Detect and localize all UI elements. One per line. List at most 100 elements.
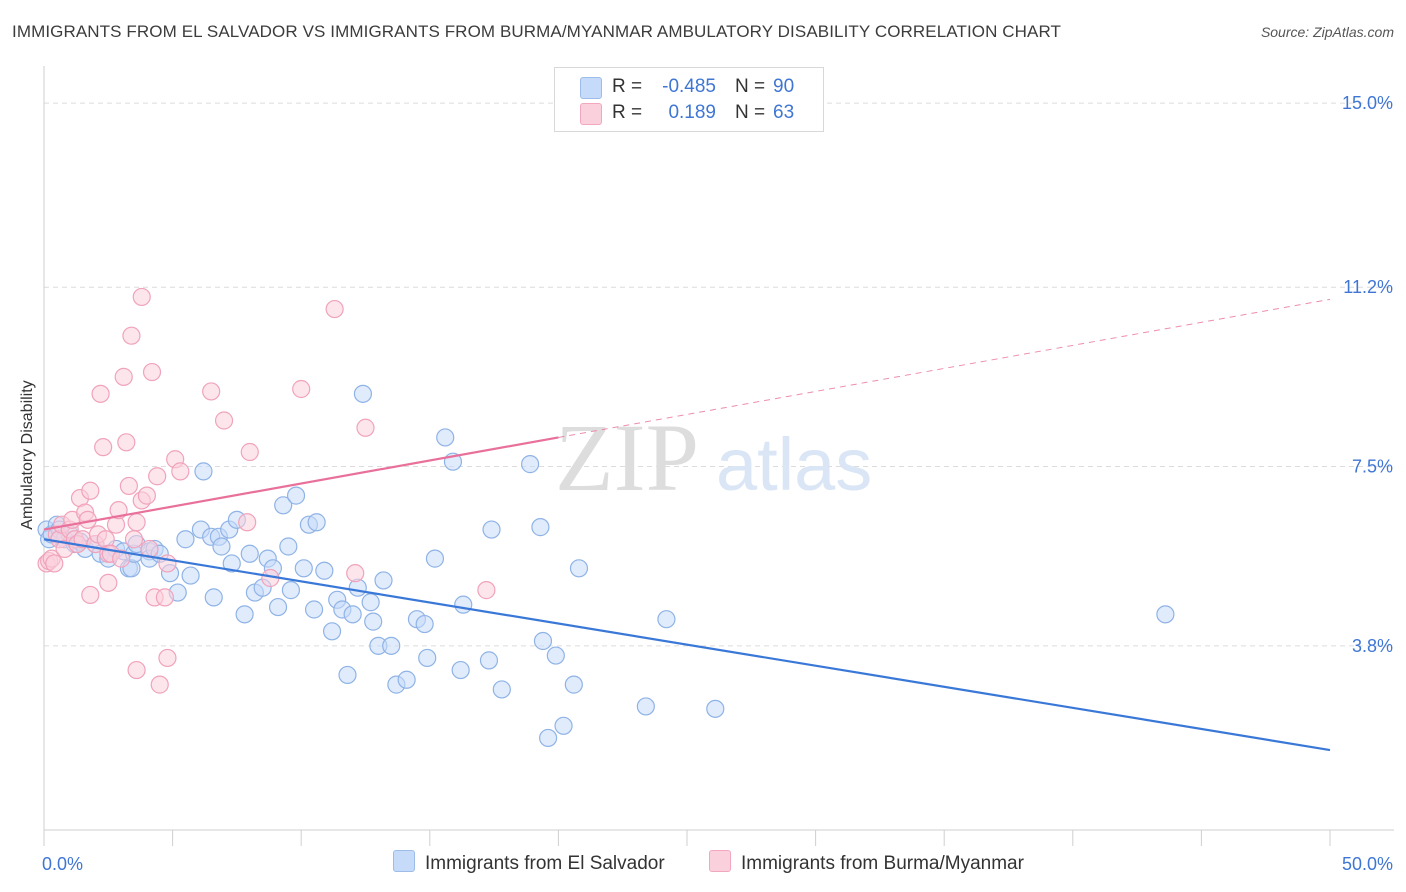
data-point-el-salvador bbox=[322, 622, 342, 641]
data-point-burma bbox=[124, 530, 144, 549]
data-point-burma bbox=[81, 481, 100, 500]
correlation-legend: R = -0.485 N = 90 R = 0.189 N = 63 bbox=[554, 67, 824, 132]
axes bbox=[43, 66, 1394, 846]
trend-line-burma bbox=[43, 436, 559, 531]
data-point-el-salvador bbox=[374, 571, 393, 590]
y-tick-label: 15.0% bbox=[1342, 93, 1393, 113]
data-point-burma bbox=[346, 564, 365, 583]
r-value: 0.189 bbox=[668, 102, 716, 123]
data-point-burma bbox=[155, 588, 174, 607]
data-point-burma bbox=[171, 462, 190, 481]
data-point-burma bbox=[94, 438, 113, 457]
n-label: N = bbox=[735, 76, 766, 97]
data-point-el-salvador bbox=[533, 631, 553, 651]
n-value: 63 bbox=[773, 102, 795, 123]
data-point-el-salvador bbox=[176, 530, 195, 549]
data-point-burma bbox=[119, 476, 138, 496]
data-point-burma bbox=[122, 326, 141, 345]
data-point-el-salvador bbox=[451, 660, 470, 680]
data-point-el-salvador bbox=[531, 518, 550, 537]
n-value: 90 bbox=[773, 76, 795, 97]
trend-line-burma-extension bbox=[558, 298, 1331, 438]
data-point-el-salvador bbox=[294, 559, 313, 578]
data-point-burma bbox=[112, 549, 131, 568]
data-point-el-salvador bbox=[181, 566, 200, 585]
data-point-el-salvador bbox=[554, 716, 573, 735]
data-point-el-salvador bbox=[569, 559, 589, 578]
series-label-el-salvador: Immigrants from El Salvador bbox=[425, 853, 665, 874]
data-point-burma bbox=[325, 299, 344, 319]
data-point-el-salvador bbox=[281, 581, 301, 600]
r-value: -0.485 bbox=[662, 76, 716, 97]
data-point-burma bbox=[148, 467, 167, 486]
data-point-el-salvador bbox=[436, 428, 455, 447]
data-points bbox=[37, 287, 1175, 748]
data-point-burma bbox=[99, 573, 118, 592]
data-point-burma bbox=[356, 418, 375, 437]
data-point-burma bbox=[158, 648, 177, 668]
legend-swatch-el-salvador bbox=[580, 77, 602, 99]
x-tick-label: 50.0% bbox=[1342, 854, 1393, 874]
data-point-el-salvador bbox=[418, 648, 437, 668]
legend-row-burma: R = 0.189 N = 63 bbox=[555, 100, 823, 128]
data-point-el-salvador bbox=[338, 665, 357, 685]
y-tick-label: 11.2% bbox=[1343, 277, 1393, 297]
data-point-burma bbox=[214, 411, 234, 430]
data-point-el-salvador bbox=[204, 588, 223, 607]
series-swatch-el-salvador bbox=[393, 850, 415, 872]
y-tick-label: 3.8% bbox=[1352, 636, 1393, 656]
data-point-burma bbox=[81, 585, 100, 605]
data-point-el-salvador bbox=[268, 597, 288, 617]
series-swatch-burma bbox=[709, 850, 731, 872]
trend-line-el-salvador bbox=[43, 538, 1331, 752]
data-point-burma bbox=[127, 660, 146, 680]
data-point-el-salvador bbox=[361, 593, 380, 612]
data-point-burma bbox=[45, 554, 64, 573]
chart-title: IMMIGRANTS FROM EL SALVADOR VS IMMIGRANT… bbox=[12, 22, 1062, 41]
data-point-el-salvador bbox=[492, 680, 511, 699]
data-point-el-salvador bbox=[482, 520, 501, 539]
data-point-burma bbox=[91, 384, 110, 403]
source-credit: Source: ZipAtlas.com bbox=[1260, 24, 1394, 40]
data-point-el-salvador bbox=[212, 537, 231, 556]
data-point-el-salvador bbox=[222, 554, 241, 573]
legend-row-el-salvador: R = -0.485 N = 90 bbox=[555, 74, 823, 102]
data-point-burma bbox=[292, 379, 311, 399]
data-point-el-salvador bbox=[279, 537, 298, 556]
data-point-el-salvador bbox=[307, 513, 326, 532]
data-point-el-salvador bbox=[353, 384, 373, 403]
watermark-zip: ZIP bbox=[555, 404, 699, 511]
data-point-el-salvador bbox=[539, 728, 558, 748]
data-point-el-salvador bbox=[521, 455, 540, 474]
series-legend-el-salvador: Immigrants from El Salvador bbox=[393, 850, 665, 875]
data-point-el-salvador bbox=[564, 675, 583, 694]
series-legend-burma: Immigrants from Burma/Myanmar bbox=[709, 850, 1024, 875]
data-point-el-salvador bbox=[706, 699, 725, 718]
data-point-el-salvador bbox=[304, 600, 324, 619]
data-point-burma bbox=[202, 382, 221, 401]
data-point-el-salvador bbox=[194, 462, 213, 481]
data-point-el-salvador bbox=[382, 636, 401, 655]
trend-lines bbox=[43, 298, 1331, 752]
r-label: R = bbox=[612, 76, 643, 97]
data-point-burma bbox=[477, 581, 496, 600]
data-point-el-salvador bbox=[343, 605, 362, 624]
data-point-el-salvador bbox=[364, 612, 383, 631]
data-point-burma bbox=[114, 367, 133, 386]
watermark-atlas: atlas bbox=[716, 423, 872, 506]
r-label: R = bbox=[612, 102, 643, 123]
tick-labels: 3.8% 7.5% 11.2% 15.0% 0.0% 50.0% bbox=[42, 93, 1393, 874]
data-point-el-salvador bbox=[286, 486, 306, 505]
data-point-el-salvador bbox=[1156, 605, 1175, 624]
data-point-el-salvador bbox=[274, 496, 293, 515]
data-point-burma bbox=[132, 287, 151, 307]
data-point-burma bbox=[117, 433, 136, 452]
data-point-el-salvador bbox=[240, 544, 259, 563]
grid-lines bbox=[44, 102, 1394, 647]
data-point-el-salvador bbox=[454, 595, 473, 614]
data-point-burma bbox=[127, 513, 146, 532]
series-label-burma: Immigrants from Burma/Myanmar bbox=[741, 853, 1024, 874]
data-point-burma bbox=[137, 486, 156, 505]
data-point-burma bbox=[150, 675, 169, 694]
